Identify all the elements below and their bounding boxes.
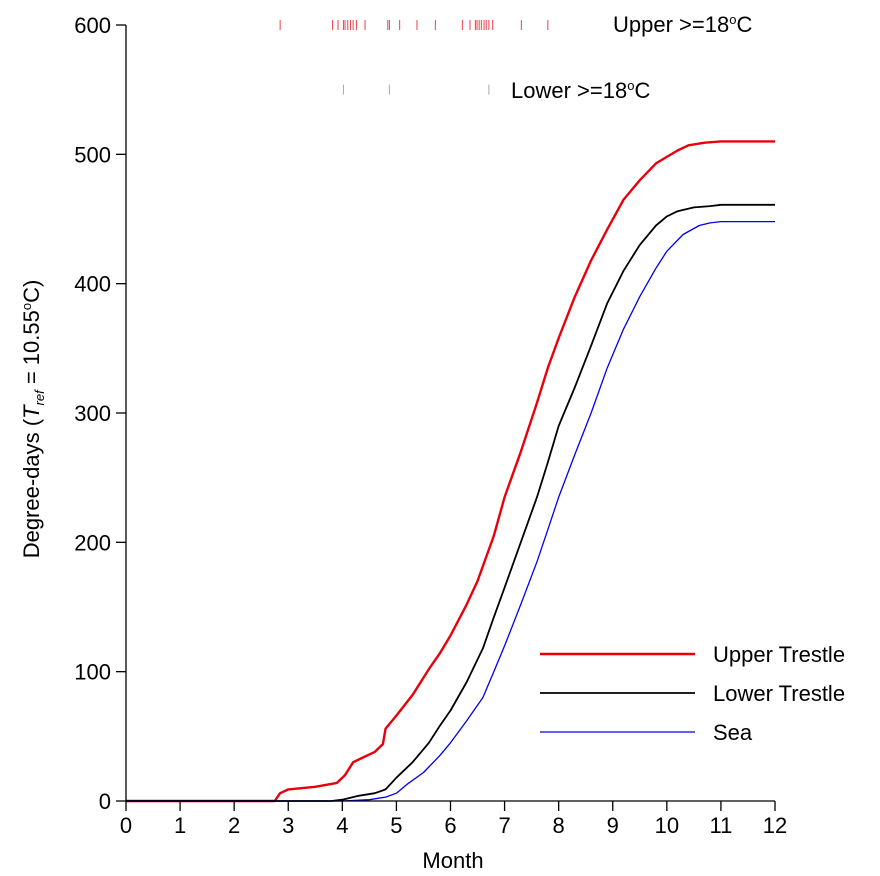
x-tick-label: 11 bbox=[709, 813, 732, 838]
lower-threshold-label: Lower >=18oC bbox=[511, 78, 650, 103]
y-tick-label: 500 bbox=[74, 142, 111, 167]
x-tick-label: 1 bbox=[174, 813, 186, 838]
y-tick-label: 0 bbox=[99, 789, 111, 814]
x-tick-label: 9 bbox=[607, 813, 619, 838]
x-tick-label: 4 bbox=[336, 813, 348, 838]
legend-label: Upper Trestle bbox=[713, 642, 845, 667]
y-axis-label: Degree-days (Tref = 10.55oC) bbox=[19, 280, 47, 559]
y-tick-label: 100 bbox=[74, 660, 111, 685]
y-tick-label: 400 bbox=[74, 272, 111, 297]
x-tick-label: 6 bbox=[444, 813, 456, 838]
y-tick-label: 300 bbox=[74, 401, 111, 426]
legend-label: Sea bbox=[713, 720, 753, 745]
x-tick-label: 3 bbox=[282, 813, 294, 838]
legend: Upper Trestle Lower Trestle Sea bbox=[540, 642, 845, 745]
upper-threshold-label: Upper >=18oC bbox=[613, 12, 752, 37]
x-tick-label: 0 bbox=[120, 813, 132, 838]
series-line bbox=[126, 220, 775, 802]
x-axis-label: Month bbox=[422, 848, 483, 873]
series-line bbox=[126, 203, 775, 802]
x-tick-label: 12 bbox=[763, 813, 787, 838]
y-tick-label: 600 bbox=[74, 13, 111, 38]
x-tick-label: 5 bbox=[390, 813, 402, 838]
series-line bbox=[126, 140, 775, 803]
x-tick-label: 8 bbox=[553, 813, 565, 838]
series-lines bbox=[126, 140, 775, 803]
x-tick-label: 7 bbox=[498, 813, 510, 838]
y-tick-label: 200 bbox=[74, 530, 111, 555]
x-tick-label: 10 bbox=[655, 813, 679, 838]
threshold-markers bbox=[279, 20, 549, 95]
x-tick-label: 2 bbox=[228, 813, 240, 838]
legend-label: Lower Trestle bbox=[713, 681, 845, 706]
